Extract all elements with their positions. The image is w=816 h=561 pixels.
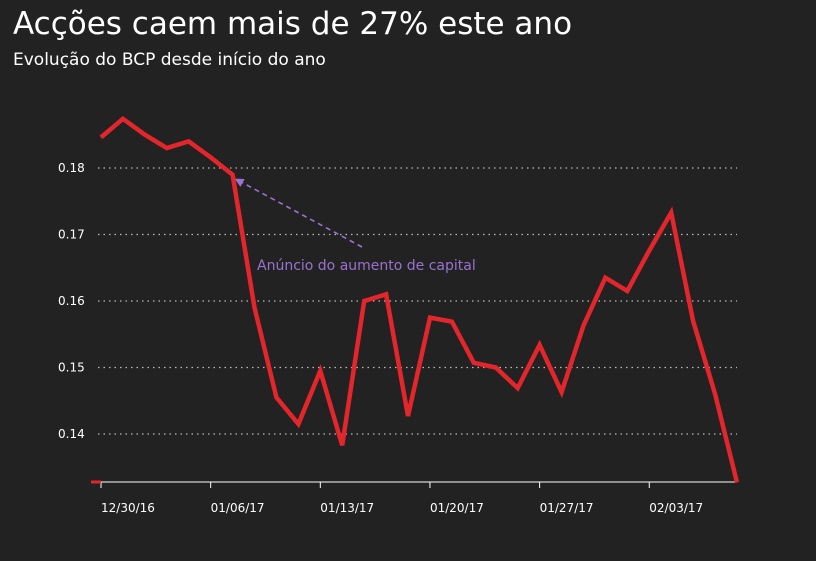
x-tick-label: 01/27/17: [540, 501, 594, 515]
chart-title: Acções caem mais de 27% este ano: [13, 6, 573, 42]
annotation: Anúncio do aumento de capital: [234, 178, 476, 274]
x-tick-label: 01/20/17: [430, 501, 484, 515]
y-tick-label: 0.17: [58, 228, 85, 242]
y-tick-label: 0.14: [58, 427, 85, 441]
y-tick-label: 0.15: [58, 361, 85, 375]
annotation-arrowhead: [234, 178, 245, 187]
x-tick-label: 01/06/17: [211, 501, 265, 515]
gridlines: [98, 167, 737, 435]
annotation-arrow: [240, 180, 363, 248]
x-tick-label: 02/03/17: [649, 501, 703, 515]
x-tick-label: 12/30/16: [101, 501, 155, 515]
chart-subtitle: Evolução do BCP desde início do ano: [13, 50, 326, 70]
series-bcp: [91, 115, 740, 484]
series-line: [99, 115, 740, 484]
x-axis: 12/30/16 01/06/17 01/13/17 01/20/17 01/27/17…: [92, 481, 737, 515]
y-tick-label: 0.18: [58, 161, 85, 175]
y-axis: 0.14 0.15 0.16 0.17 0.18: [58, 161, 85, 441]
y-tick-label: 0.16: [58, 294, 85, 308]
annotation-label: Anúncio do aumento de capital: [257, 258, 476, 274]
x-tick-label: 01/13/17: [320, 501, 374, 515]
